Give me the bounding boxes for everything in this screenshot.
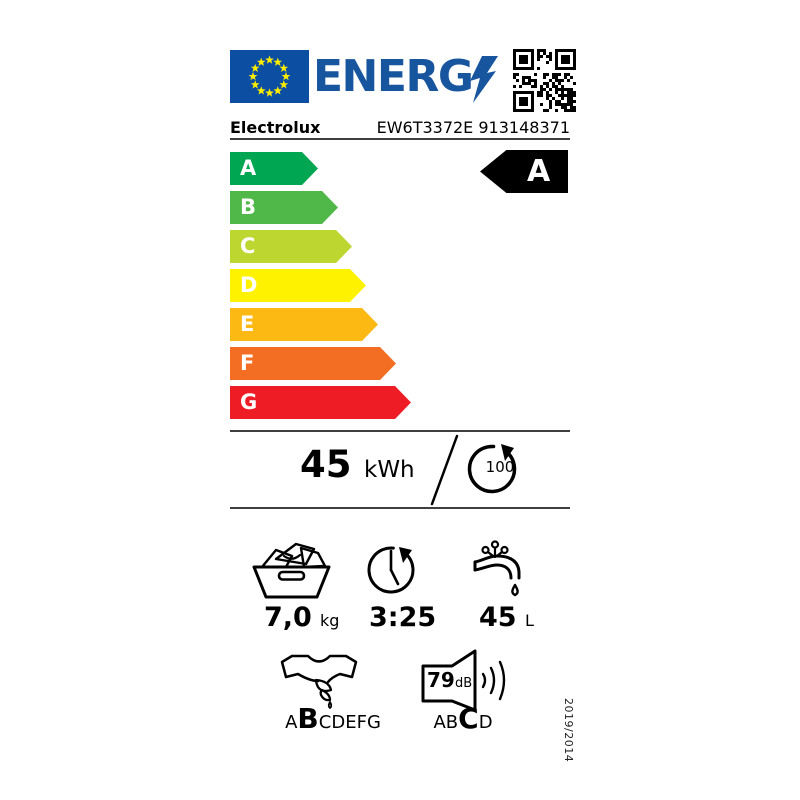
scale-arrow-d: D: [230, 269, 366, 302]
cycles-count: 100: [485, 458, 515, 476]
per-slash: [428, 434, 460, 506]
noise-speaker-icon: [420, 648, 520, 712]
header-divider: [230, 138, 570, 140]
scale-arrow-a: A: [230, 152, 318, 185]
scale-arrow-f: F: [230, 347, 396, 380]
laundry-capacity-icon: [246, 540, 336, 600]
energy-unit: kWh: [364, 457, 415, 483]
cycle-duration-icon: [360, 538, 426, 600]
scale-divider: [230, 430, 570, 432]
energ-logo-text: ENERG: [313, 51, 474, 102]
scale-arrow-e: E: [230, 308, 378, 341]
per-100-cycles-icon: [462, 436, 524, 500]
noise-class-active: C: [458, 702, 479, 735]
energy-divider: [230, 507, 570, 509]
energy-value: 45: [300, 443, 352, 486]
lightning-bolt-icon: [470, 56, 498, 104]
spin-class-scale: ABCDEFG: [285, 702, 381, 735]
water-value: 45: [479, 602, 517, 633]
capacity-value: 7,0: [264, 602, 312, 633]
duration-value: 3:25: [369, 602, 437, 633]
scale-arrow-c: C: [230, 230, 352, 263]
spin-dry-icon: [278, 650, 360, 710]
eu-flag: [230, 50, 309, 103]
regulation-reference: 2019/2014: [562, 698, 575, 763]
noise-db-unit: dB: [455, 676, 473, 691]
capacity-unit: kg: [320, 611, 340, 630]
eu-stars: [248, 55, 291, 97]
scale-arrow-g: G: [230, 386, 411, 419]
noise-class-scale: ABCD: [433, 702, 493, 735]
supplier-name: Electrolux: [230, 118, 321, 137]
water-unit: L: [525, 611, 534, 630]
qr-code: [513, 49, 576, 112]
water-tap-icon: [472, 540, 534, 602]
spin-class-active: B: [297, 702, 319, 735]
model-identifier: EW6T3372E 913148371: [376, 118, 570, 137]
scale-arrow-b: B: [230, 191, 338, 224]
energy-label: ENERG Electrolux EW6T3372E 913148371 A B…: [230, 48, 576, 762]
rating-class-arrow: A: [480, 150, 568, 193]
noise-db-value: 79: [427, 668, 455, 692]
